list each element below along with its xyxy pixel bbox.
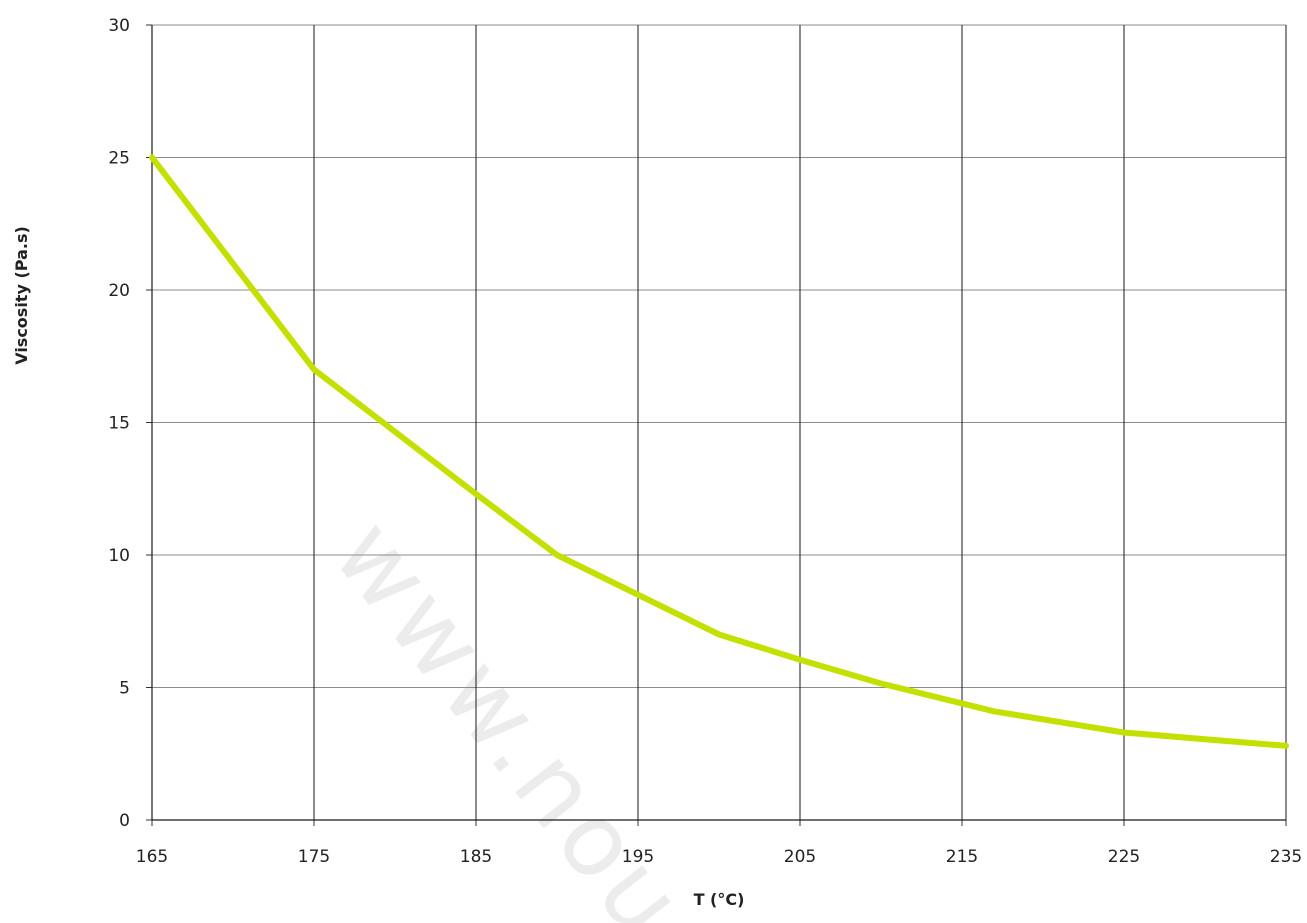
y-tick-label: 5 [119,679,130,699]
x-tick-label: 175 [298,847,330,867]
y-tick-label: 25 [108,149,130,169]
x-tick-label: 225 [1108,847,1140,867]
grid-lines [152,24,1287,820]
y-axis-title: Viscosity (Pa.s) [12,226,31,365]
y-tick-label: 20 [108,281,130,301]
y-tick-label: 0 [119,811,130,831]
tick-labels: 0 5 10 15 20 25 30 165 175 185 195 205 215 225 235 [108,16,1302,867]
x-tick-label: 195 [622,847,654,867]
series-line-0 [149,154,1289,749]
x-axis-title: T (°C) [694,890,745,909]
x-tick-label: 235 [1270,847,1302,867]
axes [146,24,1287,826]
x-tick-label: 185 [460,847,492,867]
y-tick-label: 10 [108,546,130,566]
y-tick-label: 30 [108,16,130,36]
x-tick-label: 215 [946,847,978,867]
series-layer [149,154,1289,749]
y-tick-label: 15 [108,414,130,434]
x-tick-label: 165 [136,847,168,867]
x-tick-label: 205 [784,847,816,867]
